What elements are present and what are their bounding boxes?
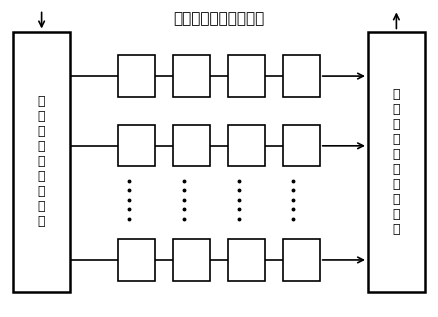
Bar (283, 125, 320, 166)
Bar (173, 125, 210, 166)
Bar (283, 55, 320, 97)
Text: 线
性
反
馈
移
位
寄
存
器: 线 性 反 馈 移 位 寄 存 器 (38, 95, 46, 228)
Bar (118, 239, 155, 281)
Bar (228, 55, 265, 97)
Text: 芯片内部的逻辑扫描链: 芯片内部的逻辑扫描链 (173, 11, 265, 27)
Bar (173, 239, 210, 281)
Bar (283, 239, 320, 281)
Bar (173, 55, 210, 97)
Text: 多
输
入
特
征
向
量
寄
存
器: 多 输 入 特 征 向 量 寄 存 器 (392, 88, 400, 236)
Bar (368, 32, 425, 292)
Bar (228, 239, 265, 281)
Bar (228, 125, 265, 166)
Bar (13, 32, 70, 292)
Bar (118, 125, 155, 166)
Bar (118, 55, 155, 97)
